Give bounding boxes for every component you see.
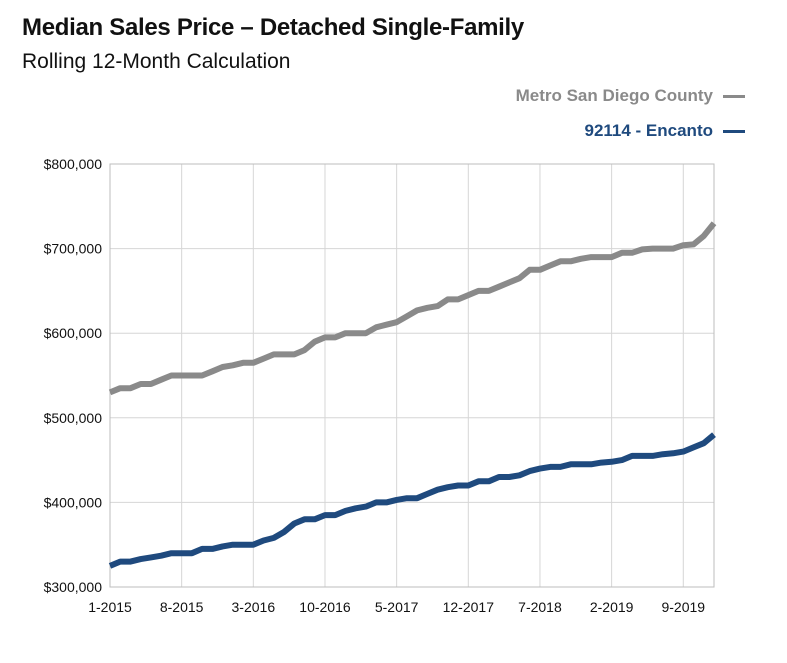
- x-tick-label: 10-2016: [299, 599, 351, 615]
- y-tick-label: $800,000: [44, 156, 103, 172]
- x-tick-label: 9-2019: [661, 599, 705, 615]
- x-tick-label: 1-2015: [88, 599, 132, 615]
- chart-title: Median Sales Price – Detached Single-Fam…: [22, 14, 524, 41]
- y-tick-label: $300,000: [44, 579, 103, 595]
- legend-item-metro: Metro San Diego County: [516, 86, 745, 106]
- legend-swatch-metro: [723, 94, 745, 98]
- x-tick-label: 7-2018: [518, 599, 562, 615]
- x-tick-label: 2-2019: [590, 599, 634, 615]
- legend-swatch-encanto: [723, 129, 745, 133]
- y-tick-label: $600,000: [44, 325, 103, 341]
- legend-label-metro: Metro San Diego County: [515, 86, 713, 105]
- series-line-encanto: [108, 432, 716, 569]
- y-tick-label: $700,000: [44, 241, 103, 257]
- y-tick-label: $500,000: [44, 410, 103, 426]
- x-tick-label: 12-2017: [443, 599, 495, 615]
- legend-item-encanto: 92114 - Encanto: [584, 121, 745, 141]
- x-tick-label: 3-2016: [232, 599, 276, 615]
- y-tick-label: $400,000: [44, 494, 103, 510]
- x-tick-label: 8-2015: [160, 599, 204, 615]
- legend-label-encanto: 92114 - Encanto: [584, 121, 713, 140]
- series-line-metro: [108, 221, 717, 396]
- plot-area-border: [109, 163, 715, 588]
- x-tick-label: 5-2017: [375, 599, 419, 615]
- chart-subtitle: Rolling 12-Month Calculation: [22, 50, 291, 73]
